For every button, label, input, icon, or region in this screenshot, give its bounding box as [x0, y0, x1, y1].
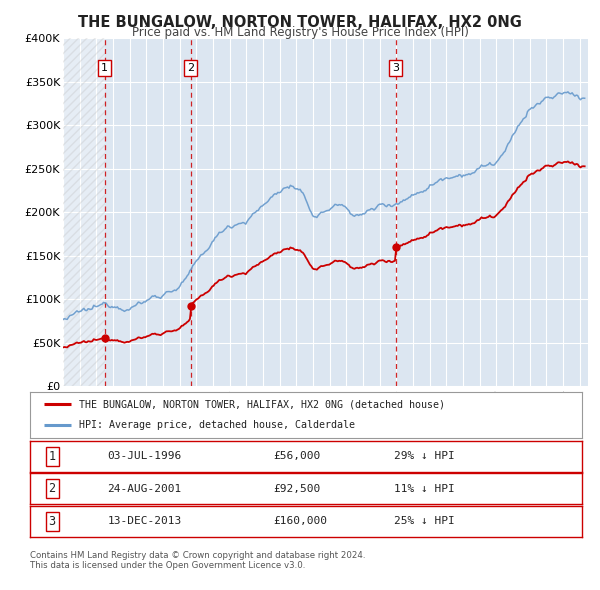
- Text: 29% ↓ HPI: 29% ↓ HPI: [394, 451, 455, 461]
- Text: 3: 3: [49, 514, 56, 528]
- Text: 13-DEC-2013: 13-DEC-2013: [107, 516, 182, 526]
- Text: 2: 2: [49, 482, 56, 496]
- Text: 25% ↓ HPI: 25% ↓ HPI: [394, 516, 455, 526]
- Text: THE BUNGALOW, NORTON TOWER, HALIFAX, HX2 0NG (detached house): THE BUNGALOW, NORTON TOWER, HALIFAX, HX2…: [79, 399, 445, 409]
- Bar: [63, 38, 104, 386]
- Text: 24-AUG-2001: 24-AUG-2001: [107, 484, 182, 494]
- Text: 1: 1: [49, 450, 56, 463]
- Text: Contains HM Land Registry data © Crown copyright and database right 2024.: Contains HM Land Registry data © Crown c…: [30, 552, 365, 560]
- Text: HPI: Average price, detached house, Calderdale: HPI: Average price, detached house, Cald…: [79, 420, 355, 430]
- Text: 2: 2: [187, 63, 194, 73]
- Text: 3: 3: [392, 63, 399, 73]
- Text: £92,500: £92,500: [273, 484, 320, 494]
- Text: 11% ↓ HPI: 11% ↓ HPI: [394, 484, 455, 494]
- Text: £56,000: £56,000: [273, 451, 320, 461]
- Text: 1: 1: [101, 63, 108, 73]
- Text: This data is licensed under the Open Government Licence v3.0.: This data is licensed under the Open Gov…: [30, 561, 305, 570]
- Text: £160,000: £160,000: [273, 516, 327, 526]
- Text: Price paid vs. HM Land Registry's House Price Index (HPI): Price paid vs. HM Land Registry's House …: [131, 26, 469, 39]
- Text: 03-JUL-1996: 03-JUL-1996: [107, 451, 182, 461]
- Text: THE BUNGALOW, NORTON TOWER, HALIFAX, HX2 0NG: THE BUNGALOW, NORTON TOWER, HALIFAX, HX2…: [78, 15, 522, 30]
